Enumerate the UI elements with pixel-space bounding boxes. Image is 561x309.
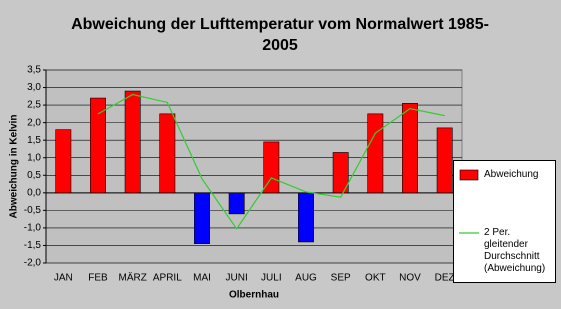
bar bbox=[436, 127, 453, 194]
bar bbox=[263, 141, 280, 194]
bar bbox=[55, 129, 72, 194]
x-tick-label: MÄRZ bbox=[118, 272, 146, 284]
y-tick-label: 2,5 bbox=[27, 100, 41, 111]
x-tick-label: SEP bbox=[331, 273, 351, 284]
bar bbox=[90, 97, 106, 194]
x-tick-label: JULI bbox=[261, 273, 282, 284]
x-tick-label: JUNI bbox=[226, 273, 248, 284]
bar bbox=[298, 192, 314, 243]
y-tick-label: -0,5 bbox=[24, 205, 42, 216]
moving-average-line bbox=[97, 93, 445, 230]
y-tick-label: 0,0 bbox=[27, 187, 41, 198]
y-tick-label: 2,0 bbox=[27, 117, 41, 128]
plot-area bbox=[45, 69, 463, 264]
legend: Abweichung 2 Per. gleitender Durchschnitt… bbox=[453, 160, 556, 283]
x-axis-title: Olbernhau bbox=[229, 290, 279, 301]
bar bbox=[194, 192, 210, 244]
y-tick-label: 0,5 bbox=[27, 170, 41, 181]
y-tick-label: 1,5 bbox=[27, 135, 41, 146]
x-tick-label: DEZ bbox=[435, 273, 455, 284]
y-tick-label: 1,0 bbox=[27, 152, 41, 163]
x-tick-label: OKT bbox=[365, 273, 386, 284]
legend-label: Abweichung bbox=[484, 169, 539, 180]
x-tick-label: JAN bbox=[54, 273, 73, 284]
bar bbox=[367, 113, 384, 194]
bar bbox=[159, 113, 176, 194]
legend-swatch bbox=[459, 169, 479, 181]
bar bbox=[124, 90, 141, 194]
swatch-box bbox=[459, 169, 479, 181]
y-tick-label: -1,0 bbox=[24, 223, 42, 234]
y-tick-label: 3,5 bbox=[27, 65, 41, 76]
x-tick-label: APRIL bbox=[153, 273, 182, 284]
x-tick-label: AUG bbox=[295, 273, 317, 284]
chart-title: Abweichung der Lufttemperatur vom Normal… bbox=[71, 16, 489, 54]
legend-item: 2 Per. gleitender Durchschnitt (Abweichu… bbox=[458, 227, 554, 275]
bar bbox=[228, 192, 245, 215]
x-tick-label: MAI bbox=[193, 273, 211, 284]
x-tick-label: FEB bbox=[88, 273, 108, 284]
legend-label: 2 Per. gleitender Durchschnitt (Abweichu… bbox=[484, 227, 546, 274]
legend-swatch bbox=[459, 232, 479, 234]
y-axis-title: Abweichung in Kelvin bbox=[9, 115, 20, 219]
y-tick-label: -2,0 bbox=[24, 258, 42, 269]
bar bbox=[332, 152, 349, 194]
bar bbox=[402, 103, 418, 194]
legend-item: Abweichung bbox=[458, 169, 554, 181]
x-tick-label: NOV bbox=[399, 273, 421, 284]
y-tick-label: -1,5 bbox=[24, 240, 42, 251]
y-tick-label: 3,0 bbox=[27, 82, 41, 93]
